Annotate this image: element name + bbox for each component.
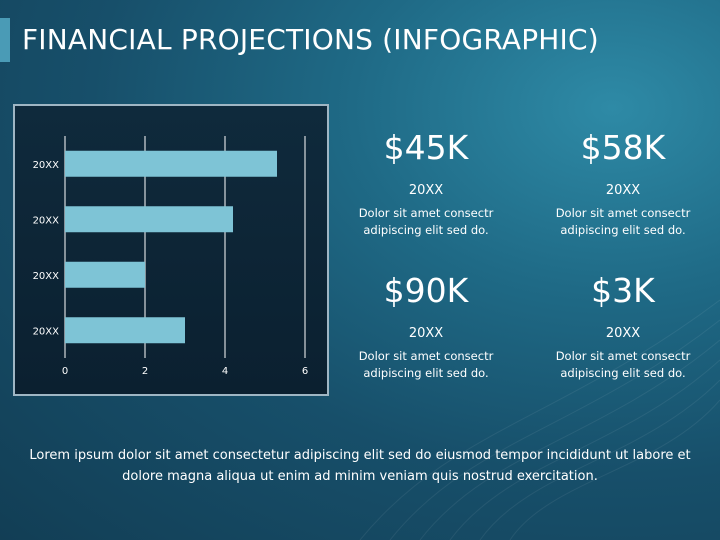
- stat-year: 20XX: [605, 326, 641, 341]
- x-tick-label: 4: [222, 366, 228, 377]
- stat-description-line: adipiscing elit sed do.: [363, 366, 489, 380]
- stat-card-4: $3K 20XX Dolor sit amet consectr adipisc…: [528, 271, 718, 382]
- stat-description-line: Dolor sit amet consectr: [555, 349, 691, 363]
- stat-description: Dolor sit amet consectr adipiscing elit …: [528, 348, 718, 382]
- x-tick-label: 6: [302, 366, 308, 377]
- stat-value: $45K: [383, 128, 469, 167]
- stat-year: 20XX: [408, 183, 444, 198]
- stat-description-line: adipiscing elit sed do.: [363, 223, 489, 237]
- stat-description-line: Dolor sit amet consectr: [358, 206, 494, 220]
- y-category-label: 20XX: [33, 215, 60, 226]
- stat-card-2: $58K 20XX Dolor sit amet consectr adipis…: [528, 128, 718, 239]
- stat-description-line: Dolor sit amet consectr: [555, 206, 691, 220]
- y-category-label: 20XX: [33, 326, 60, 337]
- stat-year: 20XX: [605, 183, 641, 198]
- stat-year: 20XX: [408, 326, 444, 341]
- stat-description-line: Dolor sit amet consectr: [358, 349, 494, 363]
- bar: [65, 150, 277, 177]
- slide-title: FINANCIAL PROJECTIONS (INFOGRAPHIC): [22, 23, 599, 56]
- footer-paragraph: Lorem ipsum dolor sit amet consectetur a…: [29, 448, 691, 484]
- stat-description: Dolor sit amet consectr adipiscing elit …: [331, 205, 521, 239]
- bar: [65, 206, 233, 233]
- stat-description: Dolor sit amet consectr adipiscing elit …: [331, 348, 521, 382]
- bar-chart-panel: 0 2 4 6 20XX 20XX 20XX 20XX: [13, 104, 329, 396]
- y-category-label: 20XX: [33, 271, 60, 282]
- stat-description-line: adipiscing elit sed do.: [560, 366, 686, 380]
- stat-value: $90K: [383, 271, 469, 310]
- x-tick-label: 0: [62, 366, 68, 377]
- stat-value: $3K: [591, 271, 655, 310]
- y-category-label: 20XX: [33, 160, 60, 171]
- title-accent-bar: [0, 18, 10, 62]
- stat-description: Dolor sit amet consectr adipiscing elit …: [528, 205, 718, 239]
- bar: [65, 317, 185, 344]
- bar-chart: 0 2 4 6 20XX 20XX 20XX 20XX: [33, 136, 308, 377]
- stat-value: $58K: [580, 128, 666, 167]
- x-tick-label: 2: [142, 366, 148, 377]
- stat-description-line: adipiscing elit sed do.: [560, 223, 686, 237]
- stat-card-3: $90K 20XX Dolor sit amet consectr adipis…: [331, 271, 521, 382]
- bar: [65, 261, 145, 288]
- stat-card-1: $45K 20XX Dolor sit amet consectr adipis…: [331, 128, 521, 239]
